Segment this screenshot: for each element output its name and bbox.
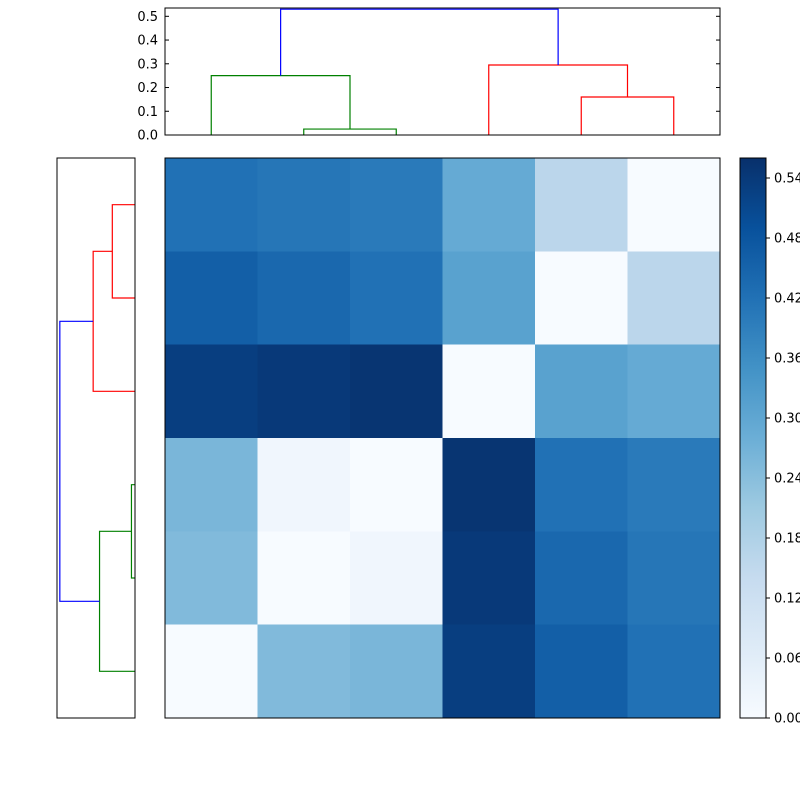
top-dendrogram-border bbox=[164, 7, 721, 136]
heatmap-cell-r2c4 bbox=[442, 251, 536, 346]
heatmap-cell-r2c3 bbox=[350, 251, 444, 346]
colorbar-tick-label: 0.48 bbox=[774, 232, 800, 247]
top-axis-tick-label: 0.5 bbox=[137, 10, 158, 25]
top-dendrogram-link-4 bbox=[488, 64, 629, 135]
top-axis-tick-label: 0.3 bbox=[137, 57, 158, 72]
left-dendrogram-link-2 bbox=[92, 250, 135, 392]
heatmap-panel bbox=[164, 157, 721, 719]
heatmap-cell-r5c3 bbox=[350, 531, 444, 626]
left-dendrogram-link-3 bbox=[130, 484, 135, 579]
heatmap-cell-r1c4 bbox=[442, 158, 536, 252]
top-axis-tick-label: 0.1 bbox=[137, 105, 158, 120]
heatmap-cell-r4c1 bbox=[165, 438, 259, 532]
heatmap-cell-r5c6 bbox=[627, 531, 721, 626]
colorbar-tick-label: 0.18 bbox=[774, 532, 800, 547]
top-dendrogram-link-1 bbox=[303, 128, 397, 135]
colorbar-tick-label: 0.30 bbox=[774, 412, 800, 427]
heatmap-cell-r2c2 bbox=[257, 251, 351, 346]
heatmap-border bbox=[164, 157, 721, 719]
heatmap-cell-r3c3 bbox=[350, 344, 444, 439]
heatmap-cell-r1c1 bbox=[165, 158, 259, 252]
colorbar-tick-label: 0.06 bbox=[774, 652, 800, 667]
top-dendrogram-link-2 bbox=[210, 75, 351, 135]
top-dendrogram-link-3 bbox=[580, 96, 675, 135]
left-dendrogram-link-4 bbox=[98, 530, 135, 672]
colorbar-panel: 0.54 0.48 0.42 0.36 0.30 0.24 0.18 0.12 0.06 0.00 bbox=[739, 157, 800, 727]
heatmap-cell-r6c6 bbox=[627, 624, 721, 719]
heatmap-cell-r6c3 bbox=[350, 624, 444, 719]
heatmap-cell-r4c3 bbox=[350, 438, 444, 532]
colorbar-tick-label: 0.54 bbox=[774, 172, 800, 187]
heatmap-cell-r4c4 bbox=[442, 438, 536, 532]
heatmap-cell-r3c6 bbox=[627, 344, 721, 439]
colorbar-tick-label: 0.24 bbox=[774, 472, 800, 487]
top-dendrogram-panel: 0.5 0.4 0.3 0.2 0.1 0.0 bbox=[137, 7, 721, 144]
heatmap-cell-r6c2 bbox=[257, 624, 351, 719]
left-dendrogram-link-5 bbox=[59, 320, 100, 602]
heatmap-cell-r5c4 bbox=[442, 531, 536, 626]
left-dendrogram-panel bbox=[56, 157, 136, 719]
heatmap-cell-r6c1 bbox=[165, 624, 259, 719]
heatmap-cell-r4c6 bbox=[627, 438, 721, 532]
left-dendrogram-border bbox=[56, 157, 136, 719]
heatmap-cell-r3c4 bbox=[442, 344, 536, 439]
colorbar-tick-label: 0.00 bbox=[774, 712, 800, 727]
heatmap-cell-r1c2 bbox=[257, 158, 351, 252]
colorbar-tick-label: 0.12 bbox=[774, 592, 800, 607]
heatmap-cell-r3c5 bbox=[535, 344, 629, 439]
top-axis-tick-label: 0.4 bbox=[137, 34, 158, 49]
top-axis-tick-label: 0.0 bbox=[137, 129, 158, 144]
heatmap-cell-r3c1 bbox=[165, 344, 259, 439]
heatmap-cell-r2c6 bbox=[627, 251, 721, 346]
colorbar-tick-label: 0.36 bbox=[774, 352, 800, 367]
heatmap-cell-r1c5 bbox=[535, 158, 629, 252]
heatmap-cell-r2c1 bbox=[165, 251, 259, 346]
heatmap-cell-r3c2 bbox=[257, 344, 351, 439]
colorbar-tick-label: 0.42 bbox=[774, 292, 800, 307]
heatmap-cell-r4c5 bbox=[535, 438, 629, 532]
top-axis-tick-label: 0.2 bbox=[137, 81, 158, 96]
left-dendrogram-link-1 bbox=[111, 204, 135, 299]
heatmap-cell-r6c5 bbox=[535, 624, 629, 719]
heatmap-cell-r5c5 bbox=[535, 531, 629, 626]
heatmap-cell-r5c2 bbox=[257, 531, 351, 626]
heatmap-cell-r6c4 bbox=[442, 624, 536, 719]
heatmap-cell-r2c5 bbox=[535, 251, 629, 346]
heatmap-cell-r5c1 bbox=[165, 531, 259, 626]
colorbar-border bbox=[739, 157, 767, 719]
heatmap-cell-r4c2 bbox=[257, 438, 351, 532]
top-dendrogram-link-5 bbox=[280, 8, 559, 76]
heatmap-cell-r1c6 bbox=[627, 158, 721, 252]
colorbar-bar bbox=[740, 158, 766, 718]
heatmap-cell-r1c3 bbox=[350, 158, 444, 252]
